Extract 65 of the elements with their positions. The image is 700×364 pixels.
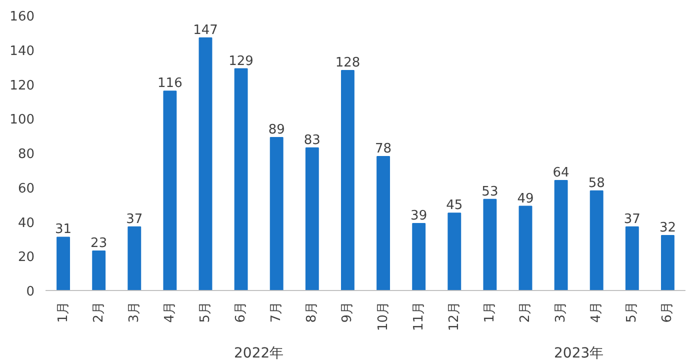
bar [412,222,426,290]
bar [341,70,354,290]
bar [305,147,319,290]
bar [448,212,462,290]
bar [163,90,177,290]
x-tick-label: 8月 [304,301,320,323]
y-tick-label: 100 [10,112,35,128]
x-tick-label: 1月 [56,301,71,323]
data-label: 53 [482,184,498,200]
x-tick-label: 3月 [126,301,142,323]
x-tick-label: 6月 [660,301,676,323]
data-label: 49 [517,191,534,206]
bar [234,68,248,290]
y-tick-label: 140 [10,44,35,59]
bar [270,137,284,290]
data-label: 37 [624,212,640,227]
x-tick-label: 2月 [518,301,533,323]
x-tick-label: 12月 [446,301,462,332]
text: 2023年 [554,346,604,362]
data-label: 116 [158,76,182,92]
bar [376,156,390,290]
data-label: 58 [588,176,605,191]
bar [128,226,142,290]
y-tick-label: 160 [10,10,35,24]
bar [198,37,212,290]
x-tick-label: 3月 [554,301,569,323]
x-tick-label: 6月 [234,301,249,323]
y-tick-label: 40 [18,216,35,231]
bar [92,250,106,290]
data-label: 64 [552,166,570,180]
data-label: 83 [304,132,320,148]
x-tick-label: 9月 [340,301,356,323]
bar [625,226,639,290]
data-label: 31 [55,222,72,238]
data-label: 23 [90,236,108,251]
data-label: 39 [410,208,428,224]
text: 2022年 [234,346,284,362]
x-tick-label: 4月 [162,301,178,323]
data-label: 45 [446,198,463,214]
y-tick-label: 20 [18,250,35,266]
data-label: 128 [335,56,360,70]
data-label: 147 [193,22,218,38]
x-tick-label: 5月 [198,301,213,323]
data-label: 129 [228,54,254,69]
x-tick-label: 1月 [482,301,498,323]
x-tick-label: 5月 [624,301,640,323]
bar [590,190,604,290]
x-tick-label: 10月 [376,301,391,332]
bar [56,236,70,290]
y-tick-label: 80 [18,147,35,162]
data-label: 32 [659,220,676,236]
bar [483,198,497,290]
y-tick-label: 120 [10,78,35,94]
data-label: 37 [126,212,143,227]
bar [554,180,568,290]
data-label: 78 [375,141,392,156]
x-tick-label: 2月 [91,301,106,323]
bar [661,235,674,290]
y-tick-label: 0 [26,284,35,300]
y-tick-label: 60 [18,181,35,196]
data-label: 89 [268,122,285,138]
bar [518,206,532,290]
x-tick-label: 4月 [589,301,604,323]
x-tick-label: 11月 [411,301,426,332]
x-tick-label: 7月 [269,301,284,323]
